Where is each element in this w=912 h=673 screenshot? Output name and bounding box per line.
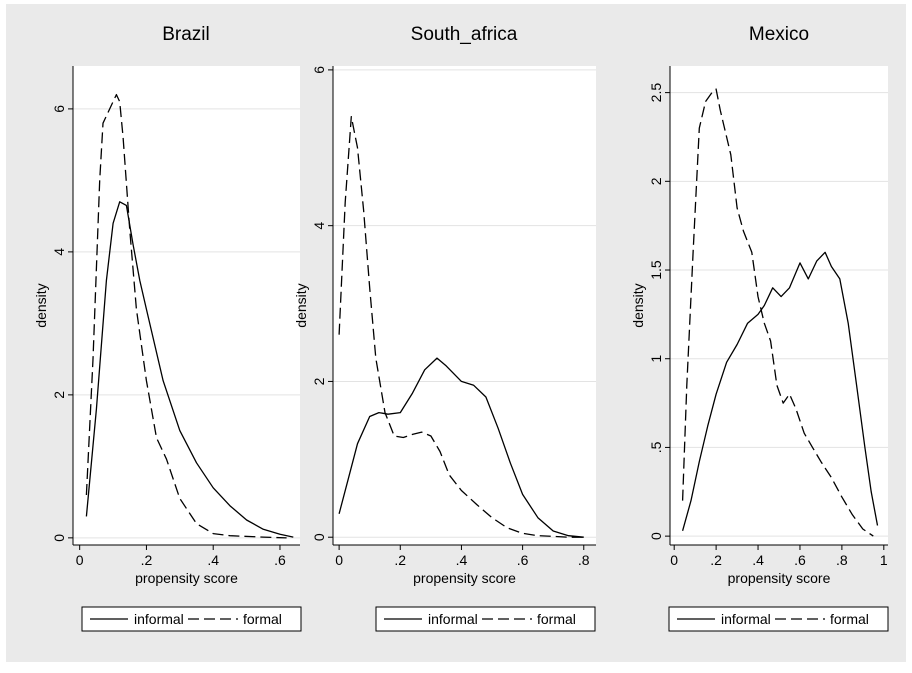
panel-south-africa-y-tick-label: 2 [311, 377, 327, 385]
panel-mexico-y-tick-label: 0 [648, 532, 664, 540]
panel-mexico-x-tick-label: 0 [670, 552, 678, 568]
panel-brazil-y-tick-label: 0 [51, 534, 67, 542]
panel-south-africa-legend-label-formal: formal [537, 611, 576, 627]
panel-south-africa-x-tick-label: 0 [335, 552, 343, 568]
panel-south-africa-y-axis-title: density [293, 283, 309, 327]
panel-brazil-title: Brazil [162, 24, 210, 45]
panel-mexico-legend-label-informal: informal [721, 611, 771, 627]
panel-brazil-x-tick-label: .2 [141, 552, 153, 568]
panel-mexico-y-axis-title: density [630, 283, 646, 327]
panel-south-africa-y-tick-label: 6 [311, 66, 327, 74]
panel-brazil-series-formal-line [85, 93, 287, 539]
panel-brazil-legend-label-informal: informal [134, 611, 184, 627]
panel-brazil-x-tick-label: .6 [274, 552, 286, 568]
panel-mexico-x-tick-label: .8 [836, 552, 848, 568]
panel-south-africa-x-tick-label: .8 [578, 552, 590, 568]
panel-mexico-x-tick-label: .6 [794, 552, 806, 568]
panel-south-africa-title: South_africa [411, 24, 518, 45]
panel-brazil-y-tick-label: 6 [51, 105, 67, 113]
panel-mexico-plot-area [670, 66, 888, 545]
panel-mexico-x-tick-label: .2 [710, 552, 722, 568]
panel-mexico-y-tick-label: 2 [648, 177, 664, 185]
panel-mexico-series-formal-line [681, 88, 874, 537]
panel-brazil-x-tick-label: .4 [207, 552, 219, 568]
panel-brazil-series-informal-line [85, 201, 294, 538]
panel-brazil-x-tick-label: 0 [76, 552, 84, 568]
panel-mexico-x-axis-title: propensity score [728, 570, 831, 586]
panel-mexico-y-tick-label: .5 [648, 441, 664, 453]
panel-mexico-title: Mexico [749, 24, 809, 45]
panel-mexico-y-tick-label: 1 [648, 355, 664, 363]
panel-mexico-x-tick-label: .4 [752, 552, 764, 568]
panel-mexico-series-informal-line [681, 251, 879, 531]
panel-south-africa-x-tick-label: .6 [517, 552, 529, 568]
panel-south-africa-y-tick-label: 4 [311, 222, 327, 230]
panel-south-africa-y-tick-label: 0 [311, 533, 327, 541]
panel-brazil-plot-area [73, 66, 300, 545]
panel-south-africa-series-formal-line [338, 115, 584, 538]
panel-brazil-y-axis-title: density [33, 283, 49, 327]
panel-south-africa-x-tick-label: .4 [456, 552, 468, 568]
panel-brazil-x-axis-title: propensity score [135, 570, 238, 586]
panel-south-africa-series-informal-line [338, 357, 584, 538]
panel-mexico-y-tick-label: 2.5 [648, 83, 664, 103]
panel-brazil-y-tick-label: 4 [51, 248, 67, 256]
panel-brazil-y-tick-label: 2 [51, 391, 67, 399]
panel-mexico-x-tick-label: 1 [880, 552, 888, 568]
panel-south-africa-x-axis-title: propensity score [413, 570, 516, 586]
panel-south-africa-legend-label-informal: informal [428, 611, 478, 627]
panel-brazil-legend-label-formal: formal [243, 611, 282, 627]
panel-mexico-y-tick-label: 1.5 [648, 260, 664, 280]
panel-south-africa-x-tick-label: .2 [394, 552, 406, 568]
panel-south-africa-plot-area [333, 66, 596, 545]
panel-mexico-legend-label-formal: formal [830, 611, 869, 627]
